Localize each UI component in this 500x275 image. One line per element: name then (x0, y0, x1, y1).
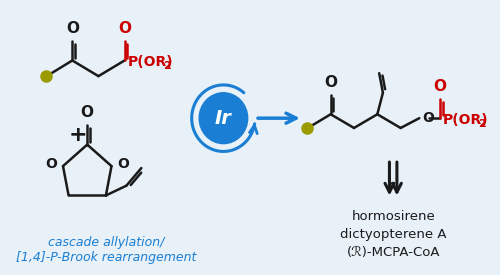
Text: O: O (118, 21, 131, 36)
Text: cascade allylation/
[1,4]-P-Brook rearrangement: cascade allylation/ [1,4]-P-Brook rearra… (16, 236, 196, 263)
Text: O: O (117, 157, 129, 171)
Circle shape (199, 93, 248, 144)
Text: O: O (80, 105, 94, 120)
Text: hormosirene
dictyopterene A
(ℛ)-MCPA-CoA: hormosirene dictyopterene A (ℛ)-MCPA-CoA (340, 210, 446, 259)
Text: O: O (324, 75, 337, 90)
Text: O: O (434, 79, 446, 94)
Text: O: O (46, 157, 58, 171)
Text: P(OR): P(OR) (128, 56, 173, 69)
Text: P(OR): P(OR) (442, 113, 488, 127)
Text: O: O (66, 21, 79, 36)
Text: Ir: Ir (215, 109, 232, 128)
Text: O: O (422, 111, 434, 125)
Text: 2: 2 (163, 61, 170, 71)
Text: 2: 2 (478, 119, 486, 129)
Text: +: + (68, 125, 87, 145)
